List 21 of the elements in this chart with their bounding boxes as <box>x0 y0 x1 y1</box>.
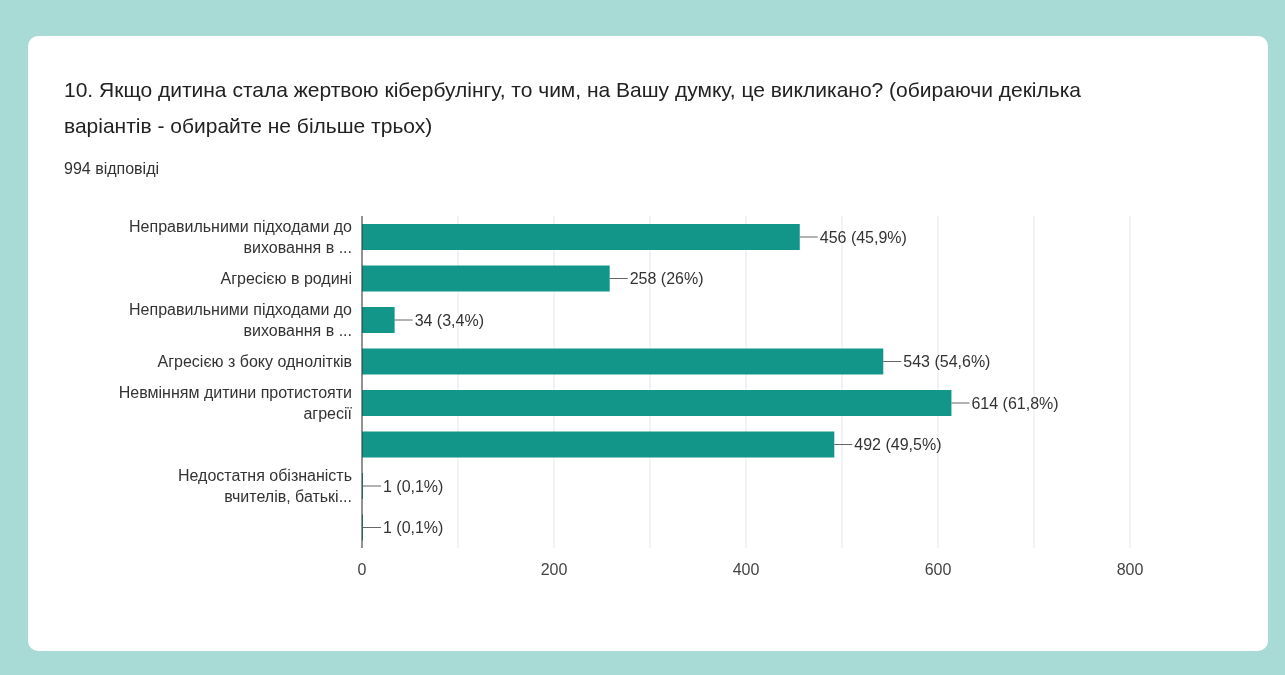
data-label: 34 (3,4%) <box>414 311 485 329</box>
data-label: 492 (49,5%) <box>854 436 942 453</box>
data-label: 258 (26%) <box>629 270 704 287</box>
data-label: 1 (0,1%) <box>382 477 444 495</box>
y-tick-label: Неправильними підходами до виховання в ... <box>129 300 353 339</box>
x-tick-label: 200 <box>540 561 568 579</box>
x-tick-label: 600 <box>924 561 952 579</box>
y-tick-label: Невмінням дитини протистояти агресії <box>118 383 353 422</box>
x-tick-label: 400 <box>732 561 760 579</box>
data-label: 1 (0,1%) <box>382 519 444 536</box>
data-label: 543 (54,6%) <box>903 353 991 370</box>
y-tick-label: Неправильними підходами до виховання в ... <box>129 217 353 256</box>
data-label: 614 (61,8%) <box>971 394 1059 412</box>
chart-title: 10. Якщо дитина стала жертвою кібербулінгу, то чим, на Вашу думку, це викликано? (обираючи декілька варіантів - обирайте не більше трьох) <box>64 77 1082 139</box>
y-tick-label: Агресією з боку однолітків <box>157 352 352 370</box>
x-tick-label: 0 <box>357 561 367 579</box>
text: 994 відповіді <box>64 160 160 178</box>
x-tick-label: 800 <box>1116 561 1144 579</box>
y-tick-label: Недостатня обізнаність вчителів, батькі... <box>177 466 352 505</box>
y-tick-label: Агресією в родині <box>220 269 352 287</box>
data-label: 456 (45,9%) <box>819 228 907 246</box>
